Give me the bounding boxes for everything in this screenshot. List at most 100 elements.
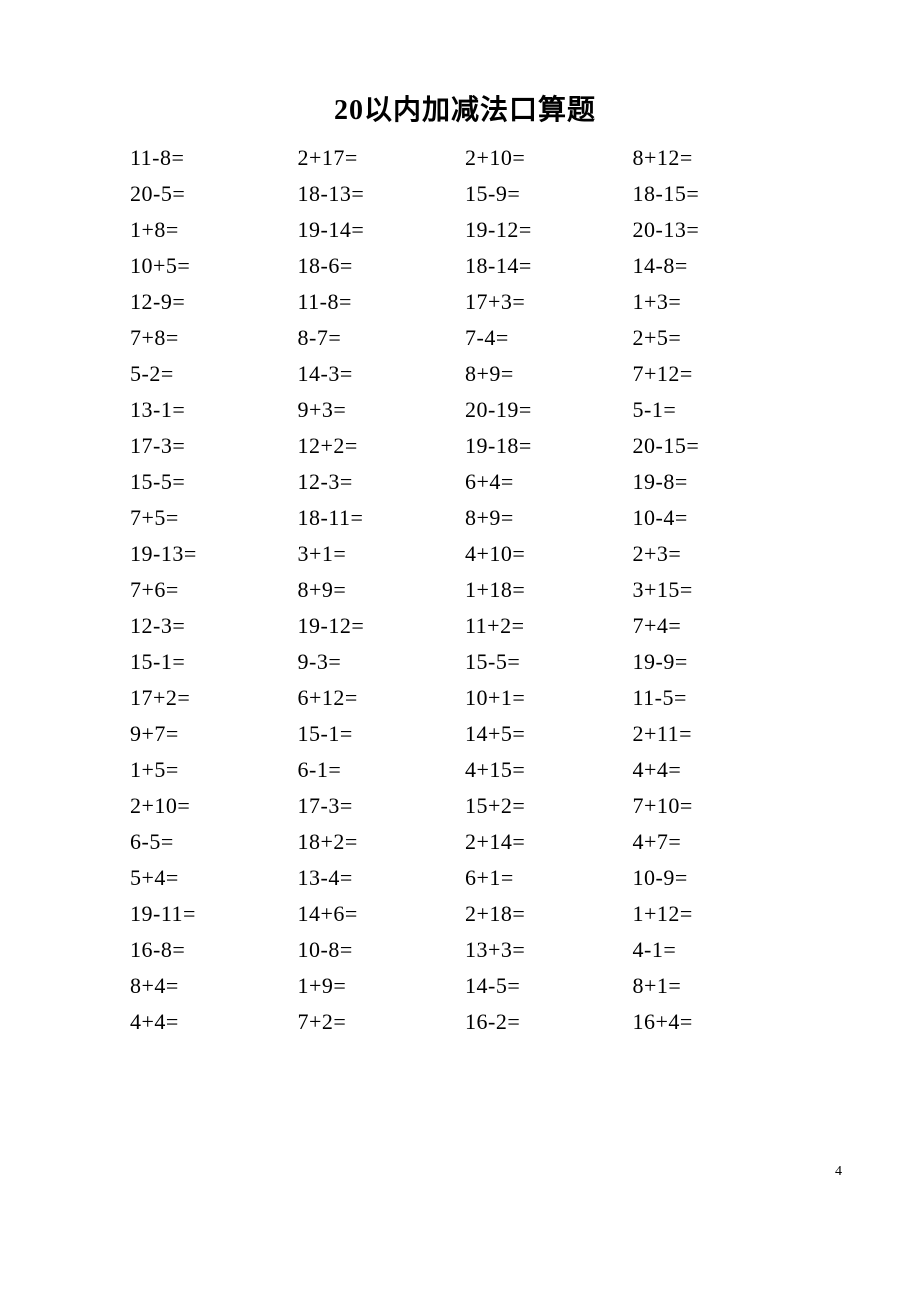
problem-cell: 2+18= <box>465 896 633 932</box>
problem-cell: 7+6= <box>130 572 298 608</box>
problem-cell: 17-3= <box>298 788 466 824</box>
problem-cell: 5-1= <box>633 392 801 428</box>
problem-cell: 2+10= <box>465 140 633 176</box>
problem-cell: 9+7= <box>130 716 298 752</box>
problem-cell: 1+3= <box>633 284 801 320</box>
page-number: 4 <box>835 1164 842 1180</box>
problem-cell: 17-3= <box>130 428 298 464</box>
problem-cell: 12-3= <box>298 464 466 500</box>
problem-cell: 4+4= <box>130 1004 298 1040</box>
worksheet-page: 20以内加减法口算题 11-8=2+17=2+10=8+12=20-5=18-1… <box>0 0 920 1302</box>
problem-cell: 20-13= <box>633 212 801 248</box>
problem-cell: 14-3= <box>298 356 466 392</box>
problem-cell: 8+4= <box>130 968 298 1004</box>
problem-cell: 2+5= <box>633 320 801 356</box>
problem-cell: 19-18= <box>465 428 633 464</box>
problem-cell: 16-2= <box>465 1004 633 1040</box>
problem-cell: 18-11= <box>298 500 466 536</box>
problem-cell: 14+6= <box>298 896 466 932</box>
problem-cell: 19-12= <box>298 608 466 644</box>
problem-cell: 18-6= <box>298 248 466 284</box>
problem-cell: 1+12= <box>633 896 801 932</box>
problem-cell: 4+10= <box>465 536 633 572</box>
problem-cell: 6-1= <box>298 752 466 788</box>
problem-cell: 19-9= <box>633 644 801 680</box>
problem-cell: 19-11= <box>130 896 298 932</box>
problem-cell: 10-4= <box>633 500 801 536</box>
problem-cell: 16+4= <box>633 1004 801 1040</box>
problem-cell: 12-3= <box>130 608 298 644</box>
problem-cell: 20-15= <box>633 428 801 464</box>
problem-cell: 8-7= <box>298 320 466 356</box>
problem-cell: 7+5= <box>130 500 298 536</box>
problem-cell: 14-8= <box>633 248 801 284</box>
problem-cell: 15-9= <box>465 176 633 212</box>
problem-cell: 18-13= <box>298 176 466 212</box>
problem-cell: 6+12= <box>298 680 466 716</box>
problem-cell: 4+4= <box>633 752 801 788</box>
problem-cell: 2+10= <box>130 788 298 824</box>
problem-cell: 7-4= <box>465 320 633 356</box>
problem-cell: 1+18= <box>465 572 633 608</box>
problem-cell: 2+3= <box>633 536 801 572</box>
page-title: 20以内加减法口算题 <box>130 88 800 128</box>
problem-cell: 5-2= <box>130 356 298 392</box>
problem-cell: 18-15= <box>633 176 801 212</box>
problem-cell: 13-1= <box>130 392 298 428</box>
problem-cell: 13+3= <box>465 932 633 968</box>
problem-cell: 1+5= <box>130 752 298 788</box>
problem-cell: 7+4= <box>633 608 801 644</box>
problem-cell: 5+4= <box>130 860 298 896</box>
problem-cell: 3+15= <box>633 572 801 608</box>
problem-cell: 15+2= <box>465 788 633 824</box>
problem-cell: 1+9= <box>298 968 466 1004</box>
problem-cell: 10-9= <box>633 860 801 896</box>
problem-cell: 17+3= <box>465 284 633 320</box>
problem-cell: 7+8= <box>130 320 298 356</box>
problem-cell: 7+10= <box>633 788 801 824</box>
problem-cell: 15-1= <box>298 716 466 752</box>
problem-cell: 9-3= <box>298 644 466 680</box>
problem-cell: 20-19= <box>465 392 633 428</box>
problem-cell: 18+2= <box>298 824 466 860</box>
problem-cell: 6+1= <box>465 860 633 896</box>
problem-cell: 19-8= <box>633 464 801 500</box>
problem-cell: 2+11= <box>633 716 801 752</box>
problem-cell: 7+12= <box>633 356 801 392</box>
problem-cell: 14-5= <box>465 968 633 1004</box>
problem-cell: 11-5= <box>633 680 801 716</box>
problem-cell: 17+2= <box>130 680 298 716</box>
problem-cell: 19-12= <box>465 212 633 248</box>
problem-cell: 2+14= <box>465 824 633 860</box>
problem-cell: 15-5= <box>130 464 298 500</box>
problem-cell: 16-8= <box>130 932 298 968</box>
problem-cell: 8+12= <box>633 140 801 176</box>
problem-cell: 15-1= <box>130 644 298 680</box>
problem-grid: 11-8=2+17=2+10=8+12=20-5=18-13=15-9=18-1… <box>130 140 800 1040</box>
problem-cell: 8+9= <box>465 356 633 392</box>
problem-cell: 6+4= <box>465 464 633 500</box>
problem-cell: 4-1= <box>633 932 801 968</box>
problem-cell: 10-8= <box>298 932 466 968</box>
problem-cell: 19-13= <box>130 536 298 572</box>
problem-cell: 10+5= <box>130 248 298 284</box>
problem-cell: 7+2= <box>298 1004 466 1040</box>
problem-cell: 20-5= <box>130 176 298 212</box>
problem-cell: 4+15= <box>465 752 633 788</box>
problem-cell: 12-9= <box>130 284 298 320</box>
problem-cell: 3+1= <box>298 536 466 572</box>
problem-cell: 10+1= <box>465 680 633 716</box>
problem-cell: 15-5= <box>465 644 633 680</box>
problem-cell: 12+2= <box>298 428 466 464</box>
problem-cell: 14+5= <box>465 716 633 752</box>
problem-cell: 18-14= <box>465 248 633 284</box>
problem-cell: 8+1= <box>633 968 801 1004</box>
problem-cell: 11+2= <box>465 608 633 644</box>
problem-cell: 19-14= <box>298 212 466 248</box>
problem-cell: 9+3= <box>298 392 466 428</box>
problem-cell: 6-5= <box>130 824 298 860</box>
problem-cell: 11-8= <box>298 284 466 320</box>
problem-cell: 13-4= <box>298 860 466 896</box>
problem-cell: 11-8= <box>130 140 298 176</box>
problem-cell: 2+17= <box>298 140 466 176</box>
